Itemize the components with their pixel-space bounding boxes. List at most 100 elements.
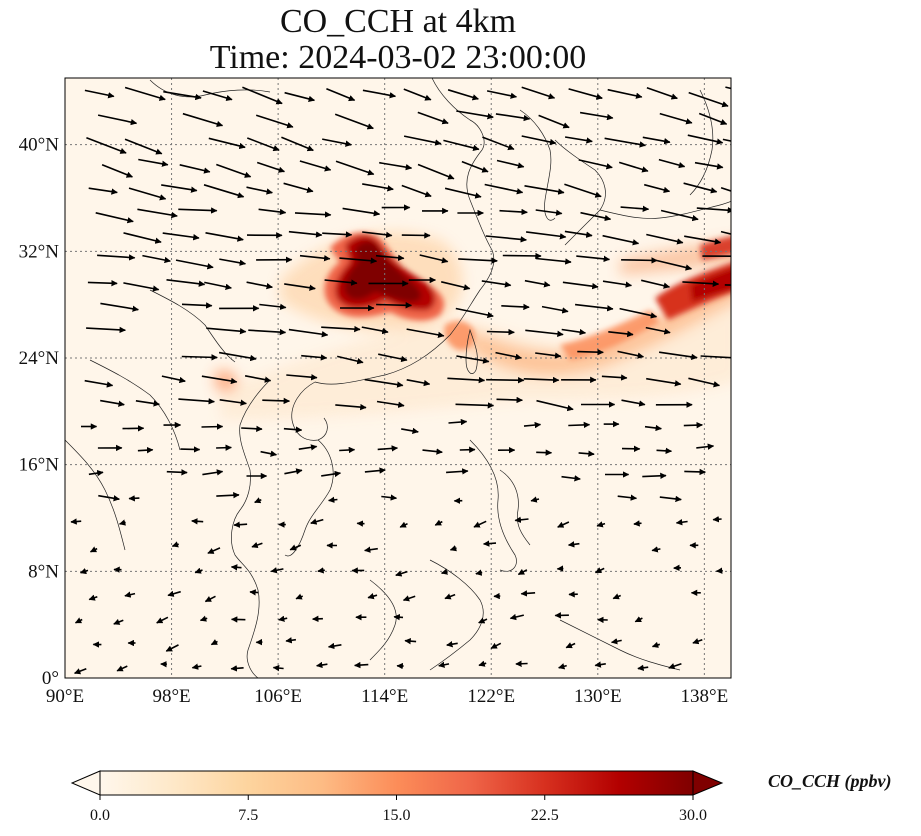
map-title: CO_CCH at 4km (279, 3, 517, 40)
wind-arrow (326, 87, 356, 102)
wind-arrow (377, 445, 399, 452)
wind-arrow (651, 641, 661, 648)
wind-arrow (364, 378, 404, 388)
wind-arrow (299, 254, 331, 262)
wind-arrow (579, 111, 614, 121)
wind-arrow (137, 446, 154, 454)
wind-arrow (720, 186, 731, 192)
wind-arrow (456, 110, 494, 120)
wind-arrow (700, 355, 731, 359)
wind-arrow (210, 639, 218, 646)
wind-arrow (645, 326, 671, 335)
wind-arrow (557, 521, 570, 528)
wind-arrow (440, 568, 448, 575)
wind-arrow (301, 354, 328, 361)
wind-arrow (86, 326, 126, 334)
concentration-field (65, 78, 731, 678)
wind-arrow (495, 351, 522, 360)
wind-arrow (88, 187, 118, 195)
wind-arrow (486, 328, 515, 336)
wind-arrow (406, 379, 431, 387)
wind-arrow (283, 182, 314, 193)
wind-arrow (696, 443, 715, 450)
wind-arrow (482, 136, 515, 151)
wind-arrow (218, 351, 257, 362)
wind-arrow (659, 112, 693, 125)
gridlines (65, 78, 731, 678)
wind-arrow (295, 593, 303, 600)
wind-arrow (596, 521, 606, 528)
wind-arrow (621, 257, 658, 264)
wind-arrow (233, 521, 248, 528)
wind-arrow (515, 660, 528, 667)
lon-tick-label: 98°E (152, 686, 190, 707)
wind-arrow (646, 87, 678, 100)
wind-arrow (722, 138, 731, 142)
wind-arrow (608, 330, 634, 338)
wind-arrow (219, 399, 247, 406)
wind-arrow (594, 567, 605, 574)
wind-arrow (536, 449, 553, 456)
wind-arrow (419, 254, 449, 264)
wind-arrow (202, 469, 224, 476)
wind-arrow (618, 161, 649, 173)
wind-arrow (610, 638, 622, 645)
wind-arrow (166, 469, 188, 476)
wind-arrow (135, 400, 160, 407)
wind-arrow (294, 211, 332, 218)
wind-arrow (696, 207, 731, 214)
wind-arrow (521, 86, 556, 100)
wind-arrow (260, 450, 278, 457)
wind-arrow (175, 259, 214, 270)
wind-arrow (246, 281, 273, 290)
wind-arrow (334, 113, 374, 130)
colorbar-ticks: 0.0 7.5 15.0 22.5 30.0 (90, 795, 707, 824)
wind-arrow (74, 668, 87, 675)
wind-arrow (399, 521, 408, 528)
wind-arrow (641, 279, 671, 289)
lon-tick-label: 114°E (361, 686, 408, 707)
wind-arrow (499, 208, 528, 216)
wind-arrow (299, 160, 332, 172)
wind-arrow (601, 374, 628, 381)
wind-arrow (509, 613, 524, 621)
wind-arrow (128, 495, 140, 502)
wind-arrow (393, 613, 404, 621)
wind-arrow (692, 638, 703, 645)
wind-arrow (564, 136, 593, 144)
wind-arrow (684, 468, 706, 476)
wind-arrow (446, 641, 458, 648)
wind-arrow (523, 421, 542, 429)
wind-arrow (242, 86, 283, 105)
wind-arrow (576, 255, 611, 263)
wind-arrow (98, 494, 120, 502)
wind-arrow (634, 616, 643, 623)
wind-arrow (525, 231, 567, 240)
wind-arrow (321, 470, 342, 478)
wind-arrow (578, 450, 595, 457)
wind-arrow (272, 664, 284, 672)
wind-arrow (219, 258, 247, 266)
wind-arrow (100, 399, 125, 407)
wind-vectors (70, 86, 731, 675)
wind-arrow (524, 185, 565, 195)
wind-arrow (715, 567, 723, 574)
wind-arrow (660, 209, 699, 222)
wind-arrow (617, 494, 638, 501)
wind-arrow (621, 399, 646, 407)
wind-arrow (478, 660, 487, 667)
wind-arrow (524, 279, 551, 288)
wind-arrow (646, 233, 684, 245)
wind-arrow (298, 444, 318, 451)
lon-tick-label: 130°E (574, 686, 622, 707)
wind-arrow (594, 661, 606, 668)
wind-arrow (364, 546, 378, 553)
wind-arrow (682, 280, 720, 287)
wind-arrow (417, 111, 449, 125)
wind-arrow (335, 403, 367, 411)
wind-arrow (354, 661, 369, 669)
wind-arrow (568, 421, 591, 429)
wind-arrow (138, 158, 169, 167)
wind-arrow (317, 567, 325, 574)
wind-arrow (202, 90, 233, 102)
